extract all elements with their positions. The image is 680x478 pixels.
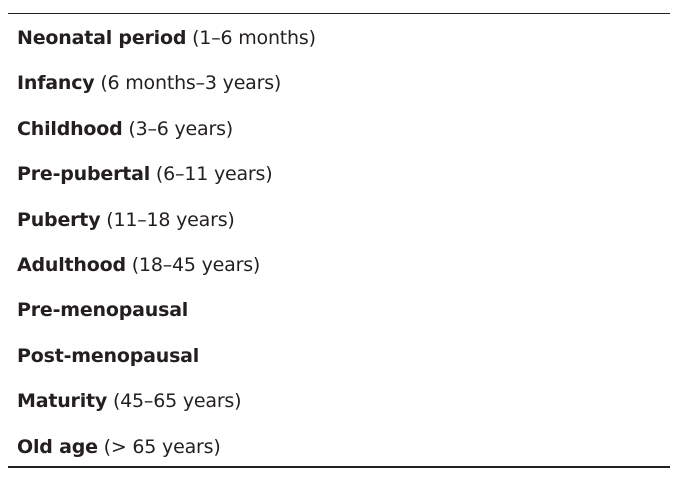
age-range: (> 65 years)	[103, 435, 221, 458]
table-row: Puberty (11–18 years)	[17, 208, 235, 232]
bottom-rule	[8, 466, 670, 468]
age-term: Neonatal period	[17, 27, 187, 49]
age-term: Puberty	[17, 208, 101, 231]
age-range: (1–6 months)	[192, 27, 316, 49]
age-term: Maturity	[17, 390, 108, 413]
age-term: Pre-menopausal	[17, 299, 189, 322]
age-term: Infancy	[17, 72, 95, 95]
table-row: Pre-menopausal	[17, 298, 188, 322]
table-row: Neonatal period (1–6 months)	[17, 26, 316, 50]
table-row: Post-menopausal	[17, 344, 199, 368]
table-row: Old age (> 65 years)	[17, 435, 221, 459]
age-range: (6 months–3 years)	[100, 72, 282, 95]
age-range: (18–45 years)	[131, 254, 261, 276]
table-row: Childhood (3–6 years)	[17, 117, 233, 141]
age-range: (11–18 years)	[106, 208, 235, 231]
table-row: Infancy (6 months–3 years)	[17, 71, 281, 95]
age-term: Pre-pubertal	[17, 163, 151, 186]
age-range: (3–6 years)	[128, 117, 234, 140]
age-term: Old age	[17, 435, 98, 458]
age-term: Post-menopausal	[17, 344, 200, 367]
age-term: Adulthood	[17, 254, 126, 276]
age-term: Childhood	[17, 117, 123, 140]
top-rule	[8, 13, 670, 14]
age-range: (45–65 years)	[112, 390, 242, 413]
age-range: (6–11 years)	[155, 163, 273, 186]
table-row: Adulthood (18–45 years)	[17, 253, 260, 277]
table-row: Maturity (45–65 years)	[17, 389, 242, 413]
table-row: Pre-pubertal (6–11 years)	[17, 162, 273, 186]
